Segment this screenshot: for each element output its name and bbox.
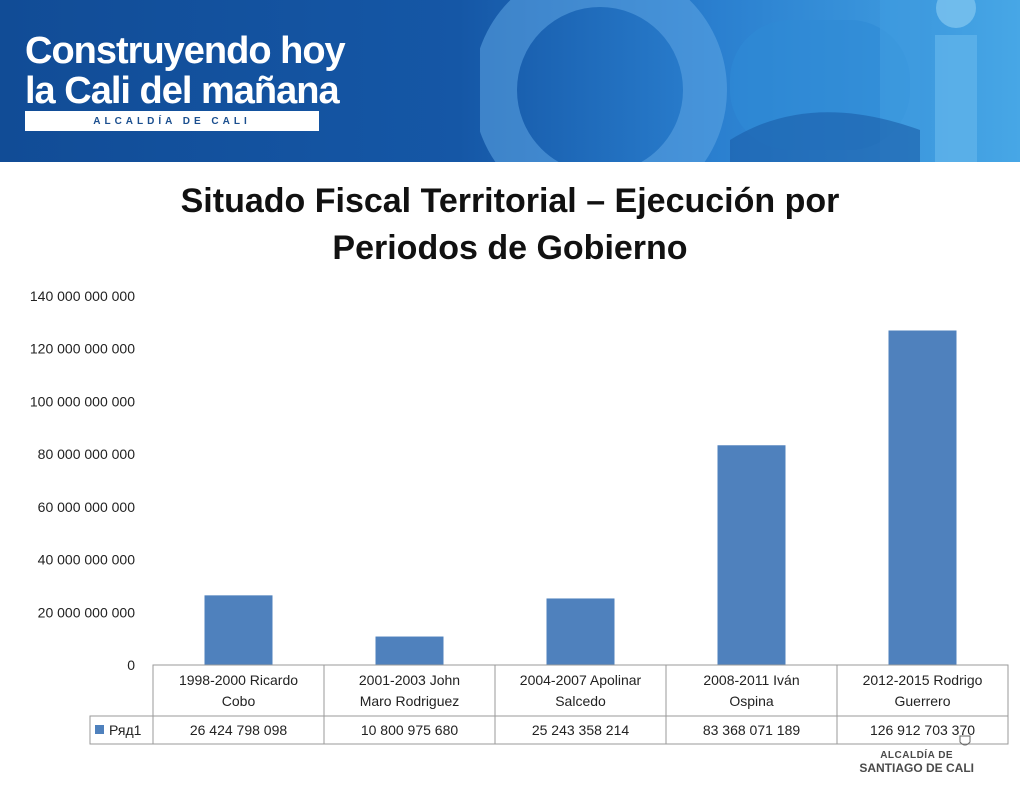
data-table-value-row xyxy=(89,715,1009,745)
bar-chart: 0 20 000 000 000 40 000 000 000 60 000 000 … xyxy=(30,288,1009,745)
category-label: 2001-2003 John xyxy=(359,672,460,688)
data-value-label: 83 368 071 189 xyxy=(703,722,801,738)
logo-text-line1: Construyendo hoy xyxy=(25,30,346,72)
category-label: Guerrero xyxy=(894,693,950,709)
logo-text-line2: la Cali del mañana xyxy=(25,70,340,112)
y-tick-label: 20 000 000 000 xyxy=(38,604,136,620)
y-tick-label: 60 000 000 000 xyxy=(38,499,136,515)
y-tick-label: 0 xyxy=(127,657,135,673)
chart-title: Situado Fiscal Territorial – Ejecución p… xyxy=(0,178,1020,272)
legend-series-name: Ряд1 xyxy=(109,722,142,738)
chart-title-line1: Situado Fiscal Territorial – Ejecución p… xyxy=(180,182,840,220)
data-value-label: 10 800 975 680 xyxy=(361,722,459,738)
header-banner: Construyendo hoy la Cali del mañana ALCA… xyxy=(0,0,1020,162)
bar xyxy=(546,598,615,665)
cali-logo-graphic xyxy=(480,0,977,162)
crest-icon xyxy=(959,735,971,746)
logo-strip: ALCALDÍA DE CALI xyxy=(25,111,319,131)
bar xyxy=(888,330,957,665)
y-tick-label: 100 000 000 000 xyxy=(30,393,135,409)
data-value-label: 126 912 703 370 xyxy=(870,722,975,738)
category-label: 1998-2000 Ricardo xyxy=(179,672,298,688)
bar xyxy=(717,445,786,665)
y-tick-label: 140 000 000 000 xyxy=(30,288,135,304)
legend-swatch xyxy=(95,725,104,734)
y-tick-label: 120 000 000 000 xyxy=(30,341,135,357)
category-label: 2012-2015 Rodrigo xyxy=(863,672,983,688)
y-tick-label: 40 000 000 000 xyxy=(38,552,136,568)
footer-logo: ALCALDÍA DE SANTIAGO DE CALI xyxy=(859,735,974,775)
bar xyxy=(204,595,273,665)
footer-logo-line1: ALCALDÍA DE xyxy=(880,750,954,761)
category-label: 2004-2007 Apolinar xyxy=(520,672,642,688)
data-value-label: 26 424 798 098 xyxy=(190,722,288,738)
bar xyxy=(375,636,444,665)
footer-logo-line2: SANTIAGO DE CALI xyxy=(859,761,974,775)
category-label: Cobo xyxy=(222,693,256,709)
y-tick-label: 80 000 000 000 xyxy=(38,446,136,462)
category-label: Salcedo xyxy=(555,693,606,709)
category-label: 2008-2011 Iván xyxy=(703,672,799,688)
data-value-label: 25 243 358 214 xyxy=(532,722,630,738)
category-label: Ospina xyxy=(729,693,774,709)
category-label: Maro Rodriguez xyxy=(360,693,460,709)
chart-title-line2: Periodos de Gobierno xyxy=(332,229,688,267)
